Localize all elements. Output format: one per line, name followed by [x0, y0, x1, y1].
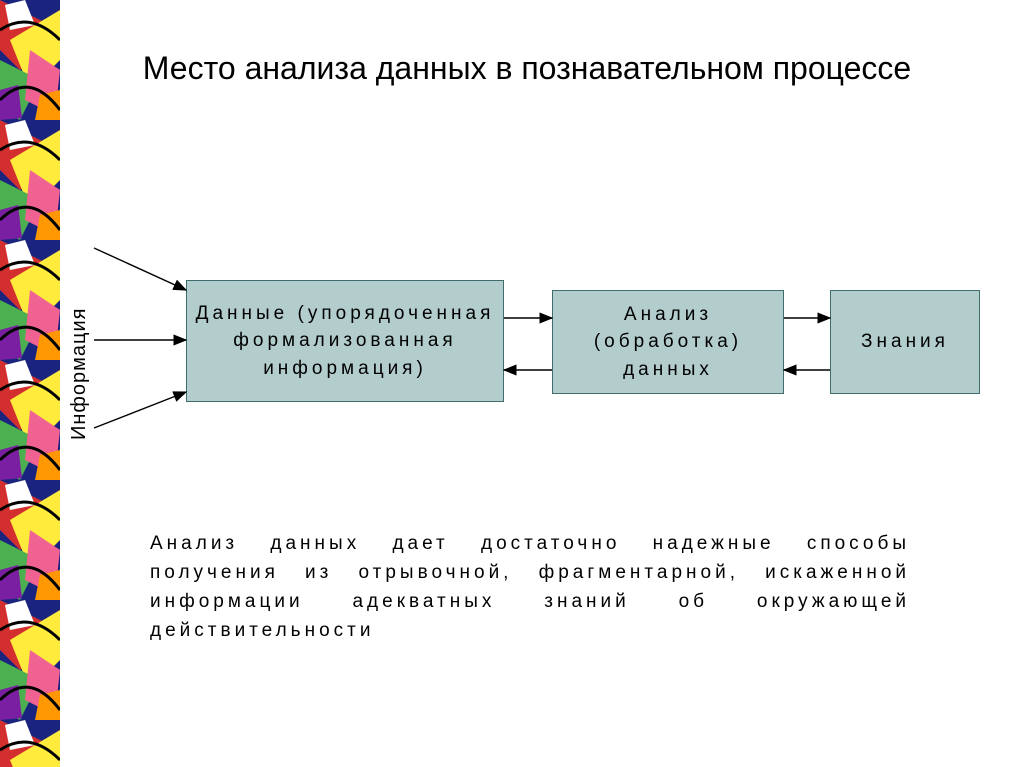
node-analysis: Анализ (обработка) данных: [552, 290, 784, 394]
description-paragraph: Анализ данных дает достаточно надежные с…: [150, 530, 910, 646]
vertical-label-information: Информация: [68, 308, 91, 440]
decor-strip: [0, 0, 60, 767]
node-data: Данные (упорядоченная формализованная ин…: [186, 280, 504, 402]
node-knowledge: Знания: [830, 290, 980, 394]
slide-title: Место анализа данных в познавательном пр…: [60, 50, 994, 87]
